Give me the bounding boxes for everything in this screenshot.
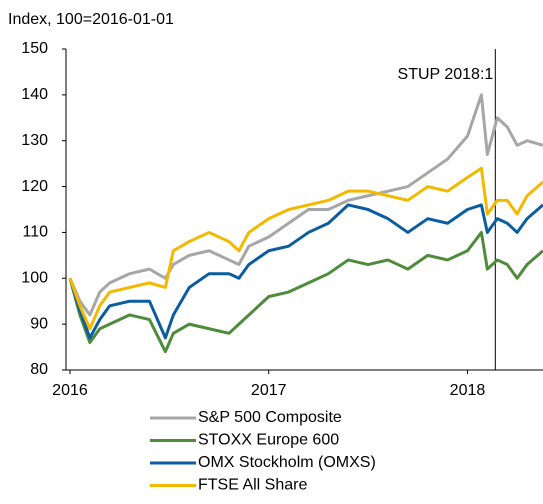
annotation-label: STUP 2018:1 xyxy=(398,66,494,83)
legend-label: S&P 500 Composite xyxy=(198,409,342,426)
legend-label: FTSE All Share xyxy=(198,477,307,494)
y-tick-label: 130 xyxy=(21,132,48,149)
y-tick-label: 90 xyxy=(30,315,48,332)
x-tick-label: 2018 xyxy=(450,382,486,399)
legend-label: STOXX Europe 600 xyxy=(198,432,339,449)
x-tick-label: 2016 xyxy=(52,382,88,399)
series-line xyxy=(68,203,543,340)
series-line xyxy=(68,93,543,317)
y-tick-label: 120 xyxy=(21,178,48,195)
y-tick-label: 140 xyxy=(21,86,48,103)
x-tick-label: 2017 xyxy=(251,382,287,399)
series-line xyxy=(68,230,543,354)
y-axis-label: Index, 100=2016-01-01 xyxy=(8,11,174,28)
y-tick-label: 110 xyxy=(22,224,48,241)
series-line xyxy=(68,166,543,331)
y-tick-label: 80 xyxy=(30,361,48,378)
legend-label: OMX Stockholm (OMXS) xyxy=(198,454,376,471)
y-tick-label: 100 xyxy=(21,270,48,287)
y-tick-label: 150 xyxy=(21,40,48,57)
